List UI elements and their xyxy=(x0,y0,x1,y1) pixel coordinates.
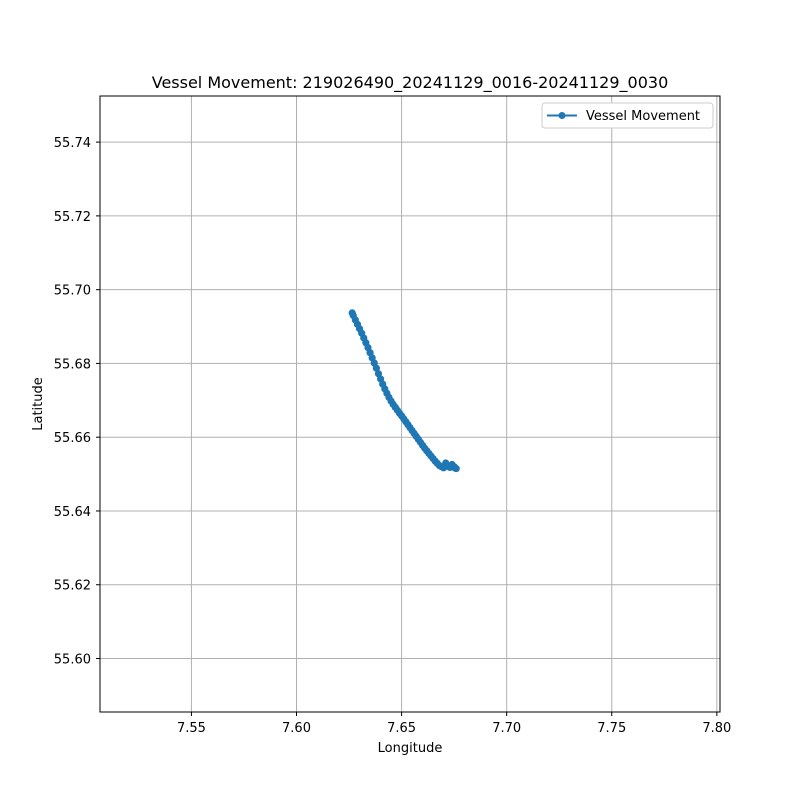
y-tick-label: 55.62 xyxy=(54,579,91,594)
x-tick-label: 7.75 xyxy=(597,721,626,736)
legend: Vessel Movement xyxy=(541,102,714,129)
x-axis-label: Longitude xyxy=(378,741,443,756)
x-tick-label: 7.60 xyxy=(282,721,311,736)
plot-frame xyxy=(99,95,721,713)
y-tick-label: 55.74 xyxy=(54,136,91,151)
x-tick-label: 7.70 xyxy=(492,721,521,736)
x-tick-label: 7.65 xyxy=(387,721,416,736)
x-axis-ticks: 7.55 7.60 7.65 7.70 7.75 7.80 xyxy=(177,712,731,736)
series-layer xyxy=(348,309,460,473)
data-point xyxy=(452,464,460,473)
y-tick-label: 55.66 xyxy=(54,431,91,446)
chart-title: Vessel Movement: 219026490_20241129_0016… xyxy=(152,73,669,93)
y-tick-label: 55.72 xyxy=(54,210,91,225)
plot-background xyxy=(100,96,720,712)
x-tick-label: 7.55 xyxy=(177,721,206,736)
x-tick-label: 7.80 xyxy=(702,721,731,736)
legend-box xyxy=(541,102,714,129)
y-tick-label: 55.68 xyxy=(54,357,91,372)
legend-marker-icon xyxy=(558,112,566,119)
y-axis-label: Latitude xyxy=(31,377,46,431)
y-tick-label: 55.70 xyxy=(54,284,91,299)
grid-lines xyxy=(100,96,720,712)
data-point xyxy=(372,364,380,372)
legend-entry-label: Vessel Movement xyxy=(586,109,700,124)
y-axis-ticks: 55.60 55.62 55.64 55.66 55.68 55.70 55.72 55.74 xyxy=(54,136,100,668)
plot-area: 7.55 7.60 7.65 7.70 7.75 7.80 55.60 55.62 55.64… xyxy=(54,95,731,736)
y-tick-label: 55.60 xyxy=(54,653,91,668)
y-tick-label: 55.64 xyxy=(54,505,91,520)
